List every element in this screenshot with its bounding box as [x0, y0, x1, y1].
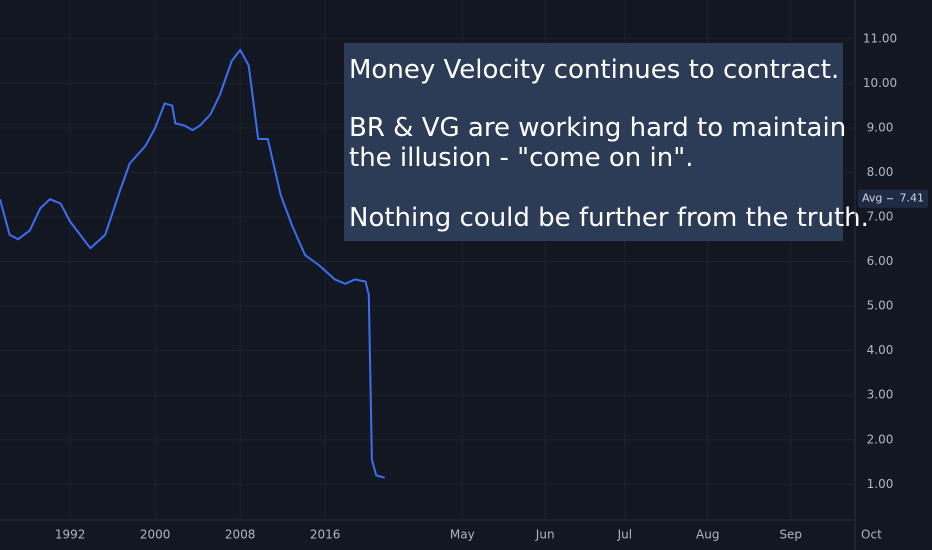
x-tick-label: Sep — [779, 528, 802, 542]
avg-value: 7.41 — [900, 192, 925, 205]
data-line — [0, 48, 385, 479]
x-tick-label: Aug — [696, 528, 719, 542]
y-tick-label: 3.00 — [867, 388, 894, 402]
x-tick-label: May — [450, 528, 475, 542]
x-tick-label: 2000 — [140, 528, 171, 542]
annotation-line: Money Velocity continues to contract. — [349, 55, 839, 85]
x-tick-label: 2008 — [225, 528, 256, 542]
annotation-line: the illusion - "come on in". — [349, 143, 693, 173]
y-tick-label: 1.00 — [867, 477, 894, 491]
x-tick-label: Jul — [617, 528, 632, 542]
annotation-box — [344, 43, 843, 241]
x-tick-label: Jun — [535, 528, 555, 542]
x-tick-label: 2016 — [310, 528, 341, 542]
y-tick-label: 8.00 — [867, 165, 894, 179]
x-tick-label: 1992 — [55, 528, 86, 542]
y-tick-label: 9.00 — [867, 120, 894, 134]
x-tick-label: Oct — [861, 528, 882, 542]
y-tick-label: 5.00 — [867, 299, 894, 313]
annotation-line: Nothing could be further from the truth. — [349, 203, 869, 233]
y-tick-label: 2.00 — [867, 432, 894, 446]
y-tick-label: 11.00 — [863, 31, 897, 45]
y-tick-label: 4.00 — [867, 343, 894, 357]
annotation-line: BR & VG are working hard to maintain — [349, 113, 846, 143]
y-tick-label: 10.00 — [863, 76, 897, 90]
avg-label: Avg — [862, 192, 882, 205]
y-tick-label: 6.00 — [867, 254, 894, 268]
y-tick-label: 7.00 — [867, 210, 894, 224]
